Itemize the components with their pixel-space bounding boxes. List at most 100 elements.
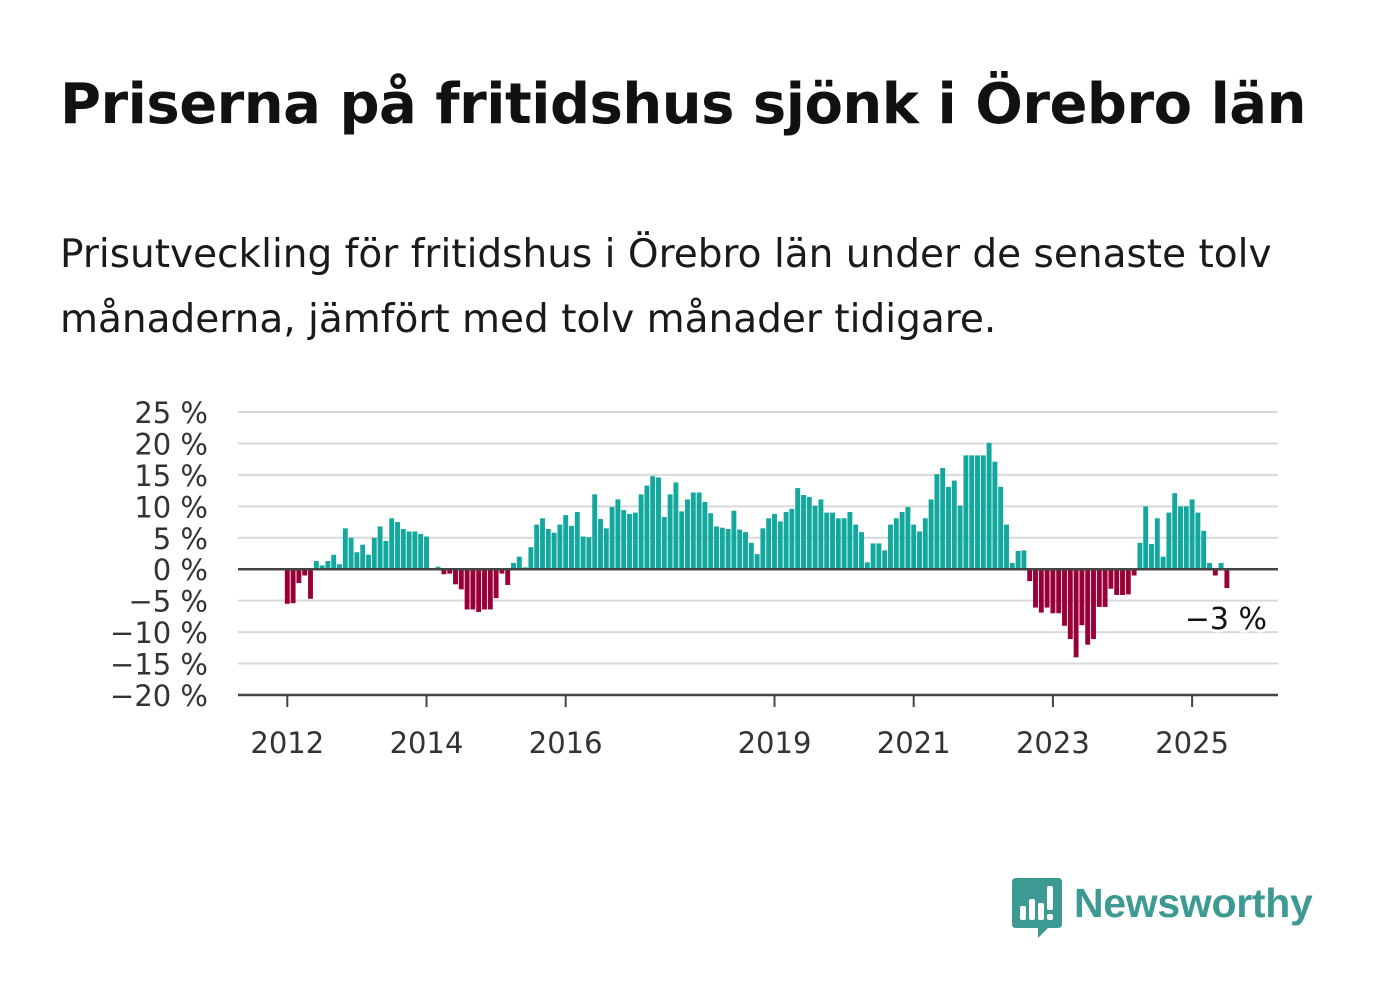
bar (679, 511, 685, 570)
x-tick-label: 2021 (877, 726, 951, 760)
bar (1009, 562, 1015, 570)
bar (377, 526, 383, 570)
bar (1172, 493, 1178, 570)
bar (1166, 512, 1172, 570)
bar (667, 494, 673, 570)
bar (476, 569, 482, 612)
bar (441, 569, 447, 575)
bar (1195, 512, 1201, 570)
bar (725, 528, 731, 570)
bar (360, 544, 366, 570)
bar (772, 513, 777, 570)
bar (824, 512, 830, 570)
bar (992, 461, 998, 570)
bar (1091, 569, 1096, 640)
bar (1027, 569, 1033, 582)
bar (1085, 569, 1091, 645)
bar (841, 518, 847, 570)
bar (284, 569, 290, 604)
bar (1021, 550, 1027, 570)
y-tick-label: −5 % (128, 585, 208, 619)
bar (1067, 569, 1073, 640)
bar (580, 536, 586, 570)
bar (1056, 569, 1062, 614)
bar (627, 513, 632, 570)
bar (1038, 569, 1044, 613)
bar (743, 532, 748, 570)
y-tick-label: 15 % (134, 459, 208, 493)
bar (313, 561, 319, 570)
bar (400, 528, 406, 570)
x-tick-label: 2025 (1155, 726, 1229, 760)
newsworthy-logo-icon (1012, 878, 1062, 938)
bar (296, 569, 302, 584)
bar (395, 522, 400, 570)
bar (708, 513, 714, 570)
bar (934, 474, 940, 570)
bar (1033, 569, 1038, 608)
bar (1224, 569, 1230, 589)
bar (511, 562, 516, 570)
bar (748, 542, 754, 570)
bar (598, 518, 603, 570)
last-value-label: −3 % (1185, 602, 1267, 637)
bar (418, 534, 424, 570)
bar (406, 531, 412, 570)
bar (1207, 562, 1212, 570)
brand-name: Newsworthy (1074, 880, 1313, 926)
bar (482, 569, 487, 610)
bar (609, 506, 615, 570)
x-tick-label: 2012 (250, 726, 324, 760)
bar (998, 486, 1004, 570)
bar (308, 569, 313, 599)
brand-logo: Newsworthy (1012, 878, 1313, 940)
bar (685, 499, 690, 570)
x-tick-label: 2019 (738, 726, 812, 760)
bar (737, 529, 743, 570)
bar (342, 528, 348, 570)
bar (574, 511, 580, 570)
bar (1044, 569, 1050, 608)
bar (928, 499, 934, 570)
bar (1125, 569, 1131, 595)
bar (540, 518, 545, 570)
bar (806, 496, 812, 570)
bar (975, 455, 980, 570)
bar (569, 525, 574, 570)
bar (557, 524, 563, 570)
bar (545, 528, 551, 570)
bar (818, 499, 824, 570)
bar (980, 455, 986, 570)
y-tick-label: 5 % (153, 522, 208, 556)
bar (859, 532, 864, 570)
bar (835, 518, 841, 570)
bar (922, 518, 928, 570)
bar (412, 531, 418, 570)
bar (586, 537, 592, 570)
bar (899, 511, 905, 570)
bar (951, 480, 957, 570)
bar (499, 569, 505, 574)
bar (1096, 569, 1102, 607)
bar (563, 515, 569, 570)
y-tick-label: 25 % (134, 396, 208, 430)
bar (783, 511, 789, 570)
bar (487, 569, 493, 610)
bar (424, 536, 429, 570)
bar (1178, 506, 1183, 570)
bar (1212, 569, 1218, 576)
bar (1114, 569, 1120, 595)
bar (389, 518, 395, 570)
bar (383, 540, 389, 570)
bar (464, 569, 470, 610)
bar (1108, 569, 1114, 589)
bar (696, 492, 702, 570)
bar (337, 564, 342, 570)
bar (632, 512, 638, 570)
bar (673, 482, 679, 570)
bar (615, 499, 621, 570)
bar (534, 524, 540, 570)
bar (1062, 569, 1067, 626)
bar (812, 505, 818, 570)
bar (760, 528, 766, 570)
